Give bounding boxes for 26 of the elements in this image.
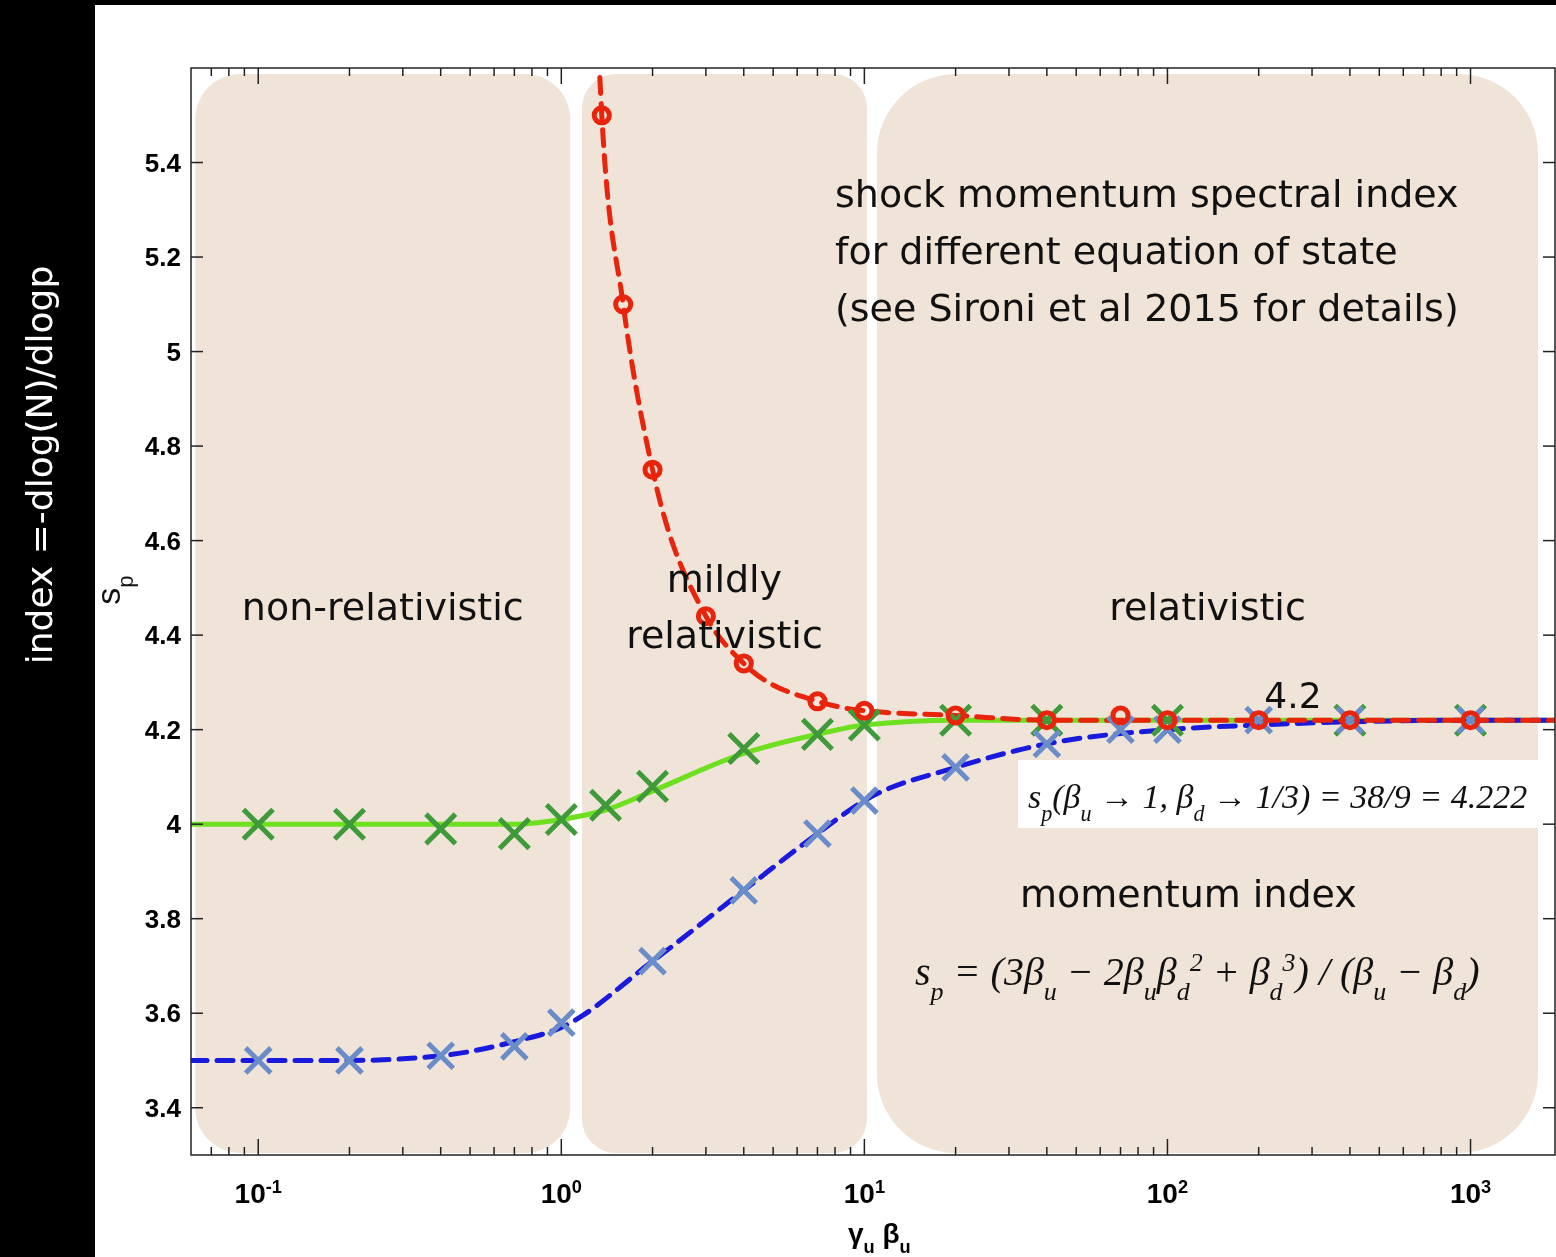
y-tick-label: 5 xyxy=(166,336,181,367)
x-tick-label: 10$^{-1}$ xyxy=(234,1177,282,1209)
x-tick-label: 10$^{0}$ xyxy=(540,1177,582,1209)
x-axis-title: γ$_{u}$ β$_{u}$ xyxy=(848,1218,911,1257)
y-tick-label: 3.4 xyxy=(144,1092,182,1123)
band-label: mildly relativistic xyxy=(626,557,823,657)
y-tick-label: 4.4 xyxy=(144,620,182,651)
y-tick-label: 3.8 xyxy=(144,903,181,934)
annotation: s$_{p}$(β$_{u}$ → 1, β$_{d}$ → 1/3) = 38/9 = 4.222 xyxy=(1028,778,1528,826)
y-tick-label: 5.4 xyxy=(144,147,182,178)
band-label: non-relativistic xyxy=(241,585,524,629)
text: s$_{p}$ = (3β$_{u}$ − 2β$_{u}$β$_{d}$$^{2}$ + β$_{d}$$^{3}$) / (β$_{u}$ − β$_{d}$) xyxy=(915,947,1480,1006)
band-label: relativistic xyxy=(1109,585,1306,629)
x-tick-label: 10$^{1}$ xyxy=(843,1177,886,1209)
y-tick-label: 4.2 xyxy=(144,714,181,745)
x-tick-label: 10$^{2}$ xyxy=(1146,1177,1189,1209)
annotation: shock momentum spectral index for different equation of state (see Sironi et al 2015 for details) xyxy=(835,172,1459,330)
annotation: momentum index xyxy=(1020,872,1357,916)
y-tick-label: 4 xyxy=(166,809,182,840)
annotation: 4.2 xyxy=(1264,675,1322,717)
y-tick-label: 5.2 xyxy=(144,242,181,273)
y-tick-label: 4.8 xyxy=(144,431,181,462)
y-tick-label: 3.6 xyxy=(144,998,181,1029)
y-axis-title: index =-dlog(N)/dlogp xyxy=(19,265,60,665)
y-tick-label: 4.6 xyxy=(144,525,181,556)
x-tick-label: 10$^{3}$ xyxy=(1449,1177,1492,1209)
